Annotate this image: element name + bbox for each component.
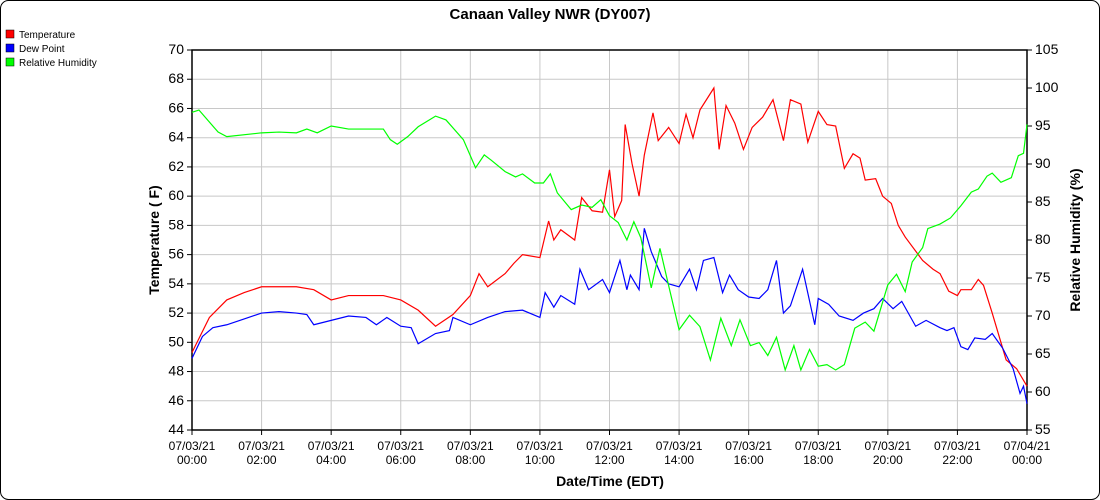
- legend-label: Relative Humidity: [19, 58, 97, 69]
- y2-tick-label: 105: [1035, 41, 1059, 57]
- x-tick-date: 07/04/21: [1004, 439, 1051, 453]
- x-tick-label: 07/03/21 18:00: [795, 439, 842, 467]
- series-line-temperature: [191, 86, 1028, 387]
- y2-tick-label: 55: [1035, 421, 1051, 437]
- x-axis-label: Date/Time (EDT): [556, 473, 664, 489]
- series-lines: [191, 86, 1028, 404]
- x-tick-label: 07/03/21 10:00: [517, 439, 564, 467]
- x-tick-date: 07/03/21: [586, 439, 633, 453]
- x-tick-label: 07/03/21 00:00: [169, 439, 216, 467]
- y-tick-label: 58: [168, 216, 184, 232]
- x-tick-time: 00:00: [1012, 453, 1042, 467]
- x-tick-label: 07/03/21 22:00: [934, 439, 981, 467]
- y-tick-label: 54: [168, 275, 184, 291]
- x-tick-date: 07/03/21: [308, 439, 355, 453]
- y2-tick-label: 65: [1035, 345, 1051, 361]
- x-tick-time: 04:00: [316, 453, 346, 467]
- x-tick-date: 07/03/21: [795, 439, 842, 453]
- legend-label: Dew Point: [19, 44, 65, 55]
- x-tick-date: 07/03/21: [656, 439, 703, 453]
- legend: Temperature Dew Point Relative Humidity: [5, 29, 97, 69]
- y2-tick-label: 70: [1035, 307, 1051, 323]
- x-tick-date: 07/03/21: [238, 439, 285, 453]
- y-tick-label: 46: [168, 392, 184, 408]
- x-tick-date: 07/03/21: [725, 439, 772, 453]
- x-tick-time: 12:00: [594, 453, 624, 467]
- y-axis-label: Temperature ( F): [146, 185, 162, 294]
- x-tick-time: 00:00: [177, 453, 207, 467]
- x-tick-label: 07/03/21 06:00: [377, 439, 424, 467]
- axes: 44 46 48 50 52 54 56 58 60 62 64 66 68 70 55 60 65 70 75 80…: [168, 41, 1058, 467]
- x-tick-time: 18:00: [803, 453, 833, 467]
- series-line-dew-point: [191, 228, 1028, 404]
- x-tick-label: 07/03/21 02:00: [238, 439, 285, 467]
- y2-tick-label: 90: [1035, 155, 1051, 171]
- x-tick-time: 02:00: [247, 453, 277, 467]
- y2-tick-label: 80: [1035, 231, 1051, 247]
- y-tick-label: 50: [168, 333, 184, 349]
- x-tick-date: 07/03/21: [934, 439, 981, 453]
- y2-tick-label: 75: [1035, 269, 1051, 285]
- y-tick-label: 60: [168, 187, 184, 203]
- series-line-relative-humidity: [191, 109, 1028, 372]
- x-tick-date: 07/03/21: [377, 439, 424, 453]
- y2-tick-label: 60: [1035, 383, 1051, 399]
- x-tick-time: 14:00: [664, 453, 694, 467]
- x-tick-label: 07/03/21 16:00: [725, 439, 772, 467]
- y2-tick-label: 95: [1035, 117, 1051, 133]
- x-tick-label: 07/04/21 00:00: [1004, 439, 1051, 467]
- y-tick-label: 68: [168, 70, 184, 86]
- x-tick-time: 06:00: [386, 453, 416, 467]
- y-tick-label: 48: [168, 363, 184, 379]
- x-tick-date: 07/03/21: [169, 439, 216, 453]
- x-tick-label: 07/03/21 08:00: [447, 439, 494, 467]
- x-tick-time: 10:00: [525, 453, 555, 467]
- y-tick-label: 70: [168, 41, 184, 57]
- legend-swatch: [5, 43, 15, 53]
- x-tick-time: 22:00: [942, 453, 972, 467]
- x-tick-time: 08:00: [455, 453, 485, 467]
- y-tick-label: 52: [168, 304, 184, 320]
- y-tick-label: 56: [168, 246, 184, 262]
- chart-title: Canaan Valley NWR (DY007): [450, 6, 651, 23]
- x-tick-date: 07/03/21: [864, 439, 911, 453]
- y2-tick-label: 85: [1035, 193, 1051, 209]
- plot-frame: [191, 49, 1028, 431]
- x-tick-label: 07/03/21 20:00: [864, 439, 911, 467]
- legend-swatch: [5, 29, 15, 39]
- y-tick-label: 44: [168, 421, 184, 437]
- x-tick-label: 07/03/21 12:00: [586, 439, 633, 467]
- y2-axis-label: Relative Humidity (%): [1067, 168, 1083, 311]
- y2-tick-label: 100: [1035, 79, 1059, 95]
- x-tick-time: 20:00: [873, 453, 903, 467]
- y-tick-label: 66: [168, 99, 184, 115]
- x-tick-label: 07/03/21 04:00: [308, 439, 355, 467]
- legend-swatch: [5, 57, 15, 67]
- x-tick-time: 16:00: [734, 453, 764, 467]
- x-tick-label: 07/03/21 14:00: [656, 439, 703, 467]
- y-tick-label: 62: [168, 158, 184, 174]
- y-tick-label: 64: [168, 129, 184, 145]
- x-tick-date: 07/03/21: [447, 439, 494, 453]
- x-tick-date: 07/03/21: [517, 439, 564, 453]
- legend-label: Temperature: [19, 30, 76, 41]
